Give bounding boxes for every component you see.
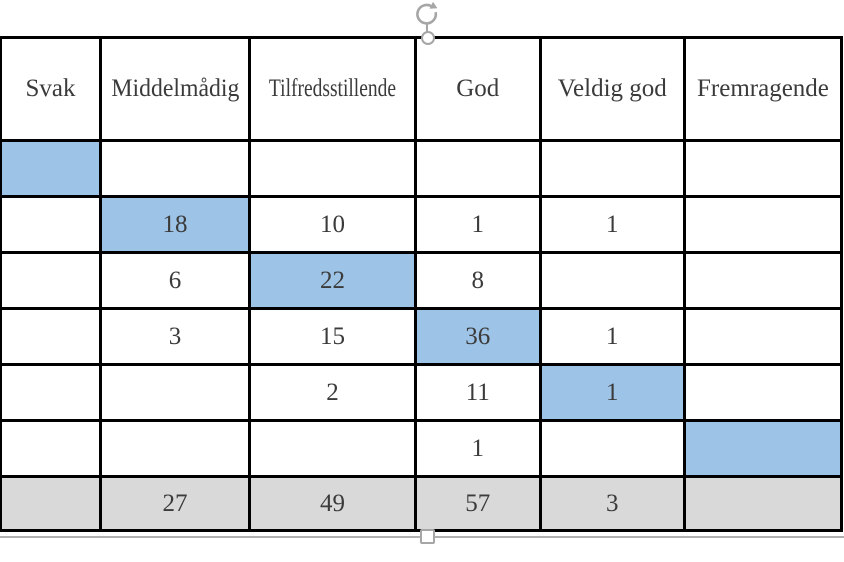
table-cell[interactable]: 10 <box>247 195 417 254</box>
table-row: 18 10 1 1 <box>0 195 844 254</box>
table-cell[interactable] <box>682 419 844 478</box>
table-cell[interactable]: 18 <box>99 195 251 254</box>
table-cell[interactable] <box>99 139 251 198</box>
total-cell[interactable] <box>682 475 844 532</box>
table-cell[interactable] <box>0 251 103 310</box>
table-cell[interactable] <box>0 139 103 198</box>
column-header-fremragende[interactable]: Fremragende <box>682 36 844 142</box>
total-cell[interactable] <box>0 475 103 532</box>
header-row: Svak Middelmådig Tilfredsstillende God V… <box>0 36 844 142</box>
column-header-veldig-god[interactable]: Veldig god <box>538 36 686 142</box>
column-header-label: Veldig god <box>557 75 667 102</box>
table-cell[interactable] <box>682 195 844 254</box>
column-header-label: Middelmådig <box>111 75 239 102</box>
column-header-label: God <box>456 75 500 102</box>
total-cell[interactable]: 3 <box>538 475 686 532</box>
table-cell[interactable]: 8 <box>413 251 542 310</box>
table-cell[interactable]: 1 <box>413 195 542 254</box>
table-cell[interactable] <box>538 251 686 310</box>
resize-handle-bottom[interactable] <box>420 529 435 544</box>
table-cell[interactable] <box>682 307 844 366</box>
totals-row: 27 49 57 3 <box>0 475 844 532</box>
table-cell[interactable]: 11 <box>413 363 542 422</box>
table-cell[interactable] <box>0 363 103 422</box>
column-header-label: Fremragende <box>697 75 829 102</box>
table-cell[interactable]: 3 <box>99 307 251 366</box>
table-cell[interactable]: 15 <box>247 307 417 366</box>
column-header-middelmadig[interactable]: Middelmådig <box>99 36 251 142</box>
total-cell[interactable]: 27 <box>99 475 251 532</box>
column-header-label: Svak <box>25 75 76 102</box>
column-header-tilfredsstillende[interactable]: Tilfredsstillende <box>247 36 417 142</box>
table-cell[interactable] <box>413 139 542 198</box>
table-row <box>0 139 844 198</box>
table-cell[interactable]: 1 <box>538 195 686 254</box>
table-cell[interactable]: 1 <box>538 307 686 366</box>
table-cell[interactable]: 36 <box>413 307 542 366</box>
table-cell[interactable]: 2 <box>247 363 417 422</box>
table-cell[interactable] <box>99 363 251 422</box>
table-cell[interactable] <box>247 139 417 198</box>
total-cell[interactable]: 49 <box>247 475 417 532</box>
table-cell[interactable] <box>0 307 103 366</box>
table-row: 2 11 1 <box>0 363 844 422</box>
column-header-god[interactable]: God <box>413 36 542 142</box>
table-cell[interactable]: 1 <box>413 419 542 478</box>
table-cell[interactable] <box>538 419 686 478</box>
column-header-svak[interactable]: Svak <box>0 36 103 142</box>
column-header-label: Tilfredsstillende <box>268 75 397 102</box>
table-row: 6 22 8 <box>0 251 844 310</box>
table-cell[interactable] <box>538 139 686 198</box>
table-cell[interactable]: 1 <box>538 363 686 422</box>
grade-distribution-table[interactable]: Svak Middelmådig Tilfredsstillende God V… <box>0 36 844 532</box>
table-cell[interactable]: 6 <box>99 251 251 310</box>
table-cell[interactable]: 22 <box>247 251 417 310</box>
table-cell[interactable] <box>99 419 251 478</box>
table-cell[interactable] <box>682 139 844 198</box>
table-cell[interactable] <box>682 251 844 310</box>
table-cell[interactable] <box>0 419 103 478</box>
table-cell[interactable] <box>247 419 417 478</box>
table-cell[interactable] <box>0 195 103 254</box>
table-cell[interactable] <box>682 363 844 422</box>
total-cell[interactable]: 57 <box>413 475 542 532</box>
anchor-handle[interactable] <box>421 31 435 45</box>
table-row: 3 15 36 1 <box>0 307 844 366</box>
table-row: 1 <box>0 419 844 478</box>
